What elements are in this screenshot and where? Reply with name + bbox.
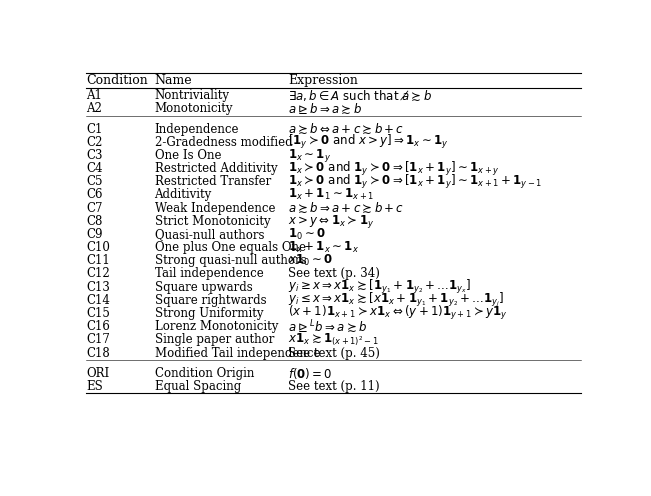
Text: C9: C9 bbox=[87, 228, 103, 241]
Text: $\mathbf{1}_x + \mathbf{1}_x \sim \mathbf{1}_x$: $\mathbf{1}_x + \mathbf{1}_x \sim \mathb… bbox=[288, 240, 359, 255]
Text: Restricted Transfer: Restricted Transfer bbox=[154, 175, 271, 188]
Text: C15: C15 bbox=[87, 307, 110, 320]
Text: C8: C8 bbox=[87, 215, 103, 228]
Text: C2: C2 bbox=[87, 136, 103, 149]
Text: Condition: Condition bbox=[87, 74, 148, 87]
Text: Name: Name bbox=[154, 74, 192, 87]
Text: C6: C6 bbox=[87, 188, 103, 201]
Text: C1: C1 bbox=[87, 123, 103, 135]
Text: Single paper author: Single paper author bbox=[154, 333, 274, 346]
Text: $\mathbf{1}_x \succ \mathbf{0}$ and $\mathbf{1}_y \succ \mathbf{0} \Rightarrow [: $\mathbf{1}_x \succ \mathbf{0}$ and $\ma… bbox=[288, 160, 500, 178]
Text: C13: C13 bbox=[87, 281, 110, 294]
Text: $\mathbf{1}_x + \mathbf{1}_1 \sim \mathbf{1}_{x+1}$: $\mathbf{1}_x + \mathbf{1}_1 \sim \mathb… bbox=[288, 187, 374, 202]
Text: Quasi-null authors: Quasi-null authors bbox=[154, 228, 264, 241]
Text: Strong quasi-null authors: Strong quasi-null authors bbox=[154, 254, 306, 267]
Text: See text (p. 34): See text (p. 34) bbox=[288, 267, 380, 280]
Text: Square rightwards: Square rightwards bbox=[154, 294, 266, 307]
Text: One plus One equals One: One plus One equals One bbox=[154, 241, 305, 254]
Text: C5: C5 bbox=[87, 175, 103, 188]
Text: C12: C12 bbox=[87, 267, 110, 280]
Text: $y_i \geq x \Rightarrow x\mathbf{1}_x \succsim [\mathbf{1}_{y_1} + \mathbf{1}_{y: $y_i \geq x \Rightarrow x\mathbf{1}_x \s… bbox=[288, 278, 471, 296]
Text: Square upwards: Square upwards bbox=[154, 281, 253, 294]
Text: C17: C17 bbox=[87, 333, 110, 346]
Text: Independence: Independence bbox=[154, 123, 239, 135]
Text: $[\mathbf{1}_y \succ \mathbf{0}$ and $x > y] \Rightarrow \mathbf{1}_x \sim \math: $[\mathbf{1}_y \succ \mathbf{0}$ and $x … bbox=[288, 133, 449, 151]
Text: Monotonicity: Monotonicity bbox=[154, 103, 233, 116]
Text: $\mathbf{1}_0 \sim \mathbf{0}$: $\mathbf{1}_0 \sim \mathbf{0}$ bbox=[288, 227, 326, 242]
Text: See text (p. 11): See text (p. 11) bbox=[288, 380, 380, 393]
Text: C18: C18 bbox=[87, 347, 110, 360]
Text: $x\mathbf{1}_0 \sim \mathbf{0}$: $x\mathbf{1}_0 \sim \mathbf{0}$ bbox=[288, 253, 333, 268]
Text: Expression: Expression bbox=[288, 74, 358, 87]
Text: One Is One: One Is One bbox=[154, 149, 221, 162]
Text: A1: A1 bbox=[87, 89, 102, 102]
Text: $f(\mathbf{0}) = 0$: $f(\mathbf{0}) = 0$ bbox=[288, 366, 333, 380]
Text: Strong Uniformity: Strong Uniformity bbox=[154, 307, 263, 320]
Text: $\mathbf{1}_x \succ \mathbf{0}$ and $\mathbf{1}_y \succ \mathbf{0} \Rightarrow [: $\mathbf{1}_x \succ \mathbf{0}$ and $\ma… bbox=[288, 173, 542, 191]
Text: $\exists a, b \in A$ such that $a \not\succsim b$: $\exists a, b \in A$ such that $a \not\s… bbox=[288, 89, 432, 103]
Text: $a \trianglerighteq b \Rightarrow a \succsim b$: $a \trianglerighteq b \Rightarrow a \suc… bbox=[288, 102, 362, 116]
Text: $x > y \Leftrightarrow \mathbf{1}_x \succ \mathbf{1}_y$: $x > y \Leftrightarrow \mathbf{1}_x \suc… bbox=[288, 213, 374, 230]
Text: $y_i \leq x \Rightarrow x\mathbf{1}_x \succsim [x\mathbf{1}_x + \mathbf{1}_{y_1}: $y_i \leq x \Rightarrow x\mathbf{1}_x \s… bbox=[288, 291, 505, 310]
Text: $(x+1)\mathbf{1}_{x+1} \succ x\mathbf{1}_x \Leftrightarrow (y+1)\mathbf{1}_{y+1}: $(x+1)\mathbf{1}_{x+1} \succ x\mathbf{1}… bbox=[288, 305, 508, 322]
Text: C4: C4 bbox=[87, 162, 103, 175]
Text: Condition Origin: Condition Origin bbox=[154, 367, 254, 379]
Text: 2-Gradedness modified: 2-Gradedness modified bbox=[154, 136, 292, 149]
Text: Restricted Additivity: Restricted Additivity bbox=[154, 162, 277, 175]
Text: Nontriviality: Nontriviality bbox=[154, 89, 230, 102]
Text: $x\mathbf{1}_x \succsim \mathbf{1}_{(x+1)^2-1}$: $x\mathbf{1}_x \succsim \mathbf{1}_{(x+1… bbox=[288, 332, 379, 348]
Text: $a \succsim b \Leftrightarrow a + c \succsim b + c$: $a \succsim b \Leftrightarrow a + c \suc… bbox=[288, 122, 404, 136]
Text: Strict Monotonicity: Strict Monotonicity bbox=[154, 215, 270, 228]
Text: ORI: ORI bbox=[87, 367, 109, 379]
Text: C14: C14 bbox=[87, 294, 110, 307]
Text: Modified Tail independence: Modified Tail independence bbox=[154, 347, 320, 360]
Text: ES: ES bbox=[87, 380, 103, 393]
Text: Equal Spacing: Equal Spacing bbox=[154, 380, 241, 393]
Text: C11: C11 bbox=[87, 254, 110, 267]
Text: Tail independence: Tail independence bbox=[154, 267, 263, 280]
Text: $a \succsim b \Rightarrow a + c \succsim b + c$: $a \succsim b \Rightarrow a + c \succsim… bbox=[288, 201, 404, 215]
Text: C16: C16 bbox=[87, 320, 110, 333]
Text: $a \trianglerighteq^L b \Rightarrow a \succsim b$: $a \trianglerighteq^L b \Rightarrow a \s… bbox=[288, 318, 367, 335]
Text: Additivity: Additivity bbox=[154, 188, 212, 201]
Text: C7: C7 bbox=[87, 201, 103, 215]
Text: C10: C10 bbox=[87, 241, 110, 254]
Text: A2: A2 bbox=[87, 103, 102, 116]
Text: See text (p. 45): See text (p. 45) bbox=[288, 347, 380, 360]
Text: C3: C3 bbox=[87, 149, 103, 162]
Text: $\mathbf{1}_x \sim \mathbf{1}_y$: $\mathbf{1}_x \sim \mathbf{1}_y$ bbox=[288, 147, 331, 164]
Text: Weak Independence: Weak Independence bbox=[154, 201, 275, 215]
Text: Lorenz Monotonicity: Lorenz Monotonicity bbox=[154, 320, 278, 333]
